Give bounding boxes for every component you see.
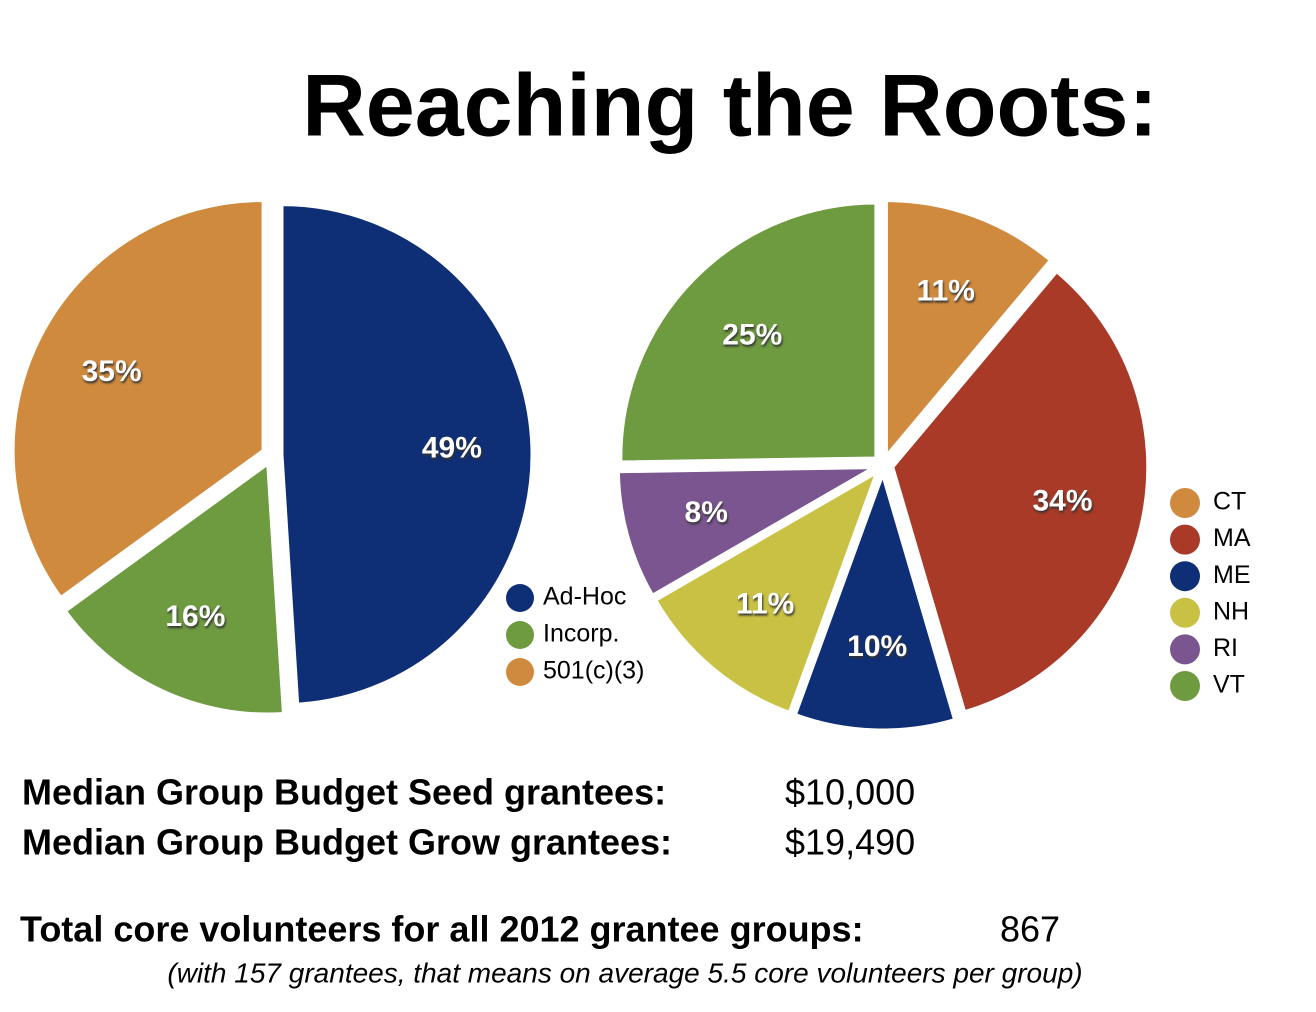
pie-slice [653,469,880,715]
pie-slice [280,203,534,706]
legend-label: Incorp. [543,620,619,648]
stat-label: Total core volunteers for all 2012 grant… [20,909,864,950]
stat-value: $19,490 [785,822,915,863]
stat-value: $10,000 [785,772,915,813]
pie-slice [793,470,957,732]
legend-label: RI [1213,634,1238,662]
legend-label: 501(c)(3) [543,657,644,685]
slice-label: 35% [82,355,142,388]
pie-slice [884,199,1053,460]
stat-value: 867 [1000,909,1060,950]
legend-label: ME [1213,561,1251,589]
pie-slice [616,466,880,598]
slice-label: 25% [722,318,782,351]
slice-label: 8% [685,496,728,529]
legend-swatch [1170,597,1200,628]
slice-label: 11% [736,587,794,620]
legend-swatch [1170,488,1200,518]
slice-label: 49% [422,431,482,464]
slice-label: 16% [165,600,225,633]
legend-label: VT [1213,671,1245,699]
legend-swatch [1170,671,1200,701]
slice-label: 11% [917,275,975,308]
legend-label: MA [1213,524,1251,552]
title: Reaching the Roots: [302,55,1158,154]
legend-swatch [1170,561,1200,592]
pie-slice [11,198,265,600]
legend-swatch [506,621,534,649]
legend-label: NH [1213,597,1249,625]
legend-swatch [506,658,534,686]
legend-swatch [1170,634,1200,665]
legend-swatch [506,584,534,612]
legend-label: Ad-Hoc [543,583,626,611]
legend-swatch [1170,524,1200,555]
note: (with 157 grantees, that means on averag… [167,957,1082,988]
stat-label: Median Group Budget Seed grantees: [22,772,666,813]
slice-label: 34% [1032,484,1092,517]
legend-label: CT [1213,488,1246,516]
pie-slice [63,461,286,716]
stat-label: Median Group Budget Grow grantees: [22,822,672,863]
pie-slice [619,201,878,464]
slice-label: 10% [847,630,907,663]
pie-slice [891,269,1150,714]
